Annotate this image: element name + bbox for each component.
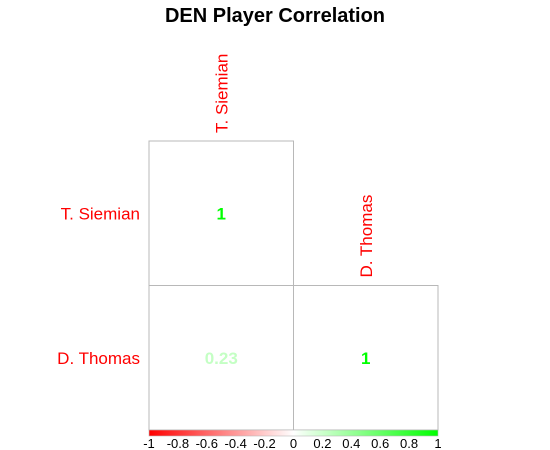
row-label-t-siemian: T. Siemian: [61, 204, 140, 223]
legend-tick-label: 0: [290, 436, 297, 450]
legend-tick-label: -0.4: [224, 436, 246, 450]
row-label-d-thomas: D. Thomas: [57, 349, 140, 368]
legend-tick-label: -0.8: [167, 436, 189, 450]
col-label-t-siemian: T. Siemian: [212, 54, 231, 133]
cell-d-thomas-d-thomas: [293, 285, 439, 431]
chart-title: DEN Player Correlation: [165, 5, 385, 27]
cell-d-thomas-t-siemian: [148, 285, 294, 431]
legend-tick-label: 0.8: [400, 436, 418, 450]
legend-tick-label: 0.4: [342, 436, 360, 450]
legend-tick-label: 0.6: [371, 436, 389, 450]
legend-tick-label: -0.6: [196, 436, 218, 450]
cell-value-t-siemian-t-siemian: 1: [217, 204, 226, 223]
cell-value-d-thomas-t-siemian: 0.23: [205, 349, 238, 368]
legend-tick-label: -0.2: [253, 436, 275, 450]
legend-tick-label: -1: [143, 436, 155, 450]
color-legend: -1 -0.8 -0.6 -0.4 -0.2 0 0.2 0.4 0.6 0.8 1: [143, 429, 442, 450]
cells-layer: 1 0.23 1: [148, 140, 439, 431]
legend-tick-label: 1: [434, 436, 441, 450]
labels-layer: T. Siemian D. Thomas T. Siemian D. Thomas: [57, 54, 376, 368]
col-label-d-thomas: D. Thomas: [357, 195, 376, 278]
legend-tick-label: 0.2: [313, 436, 331, 450]
color-scale-bar: [148, 429, 439, 437]
cell-t-siemian-t-siemian: [148, 140, 294, 286]
cell-value-d-thomas-d-thomas: 1: [361, 349, 370, 368]
